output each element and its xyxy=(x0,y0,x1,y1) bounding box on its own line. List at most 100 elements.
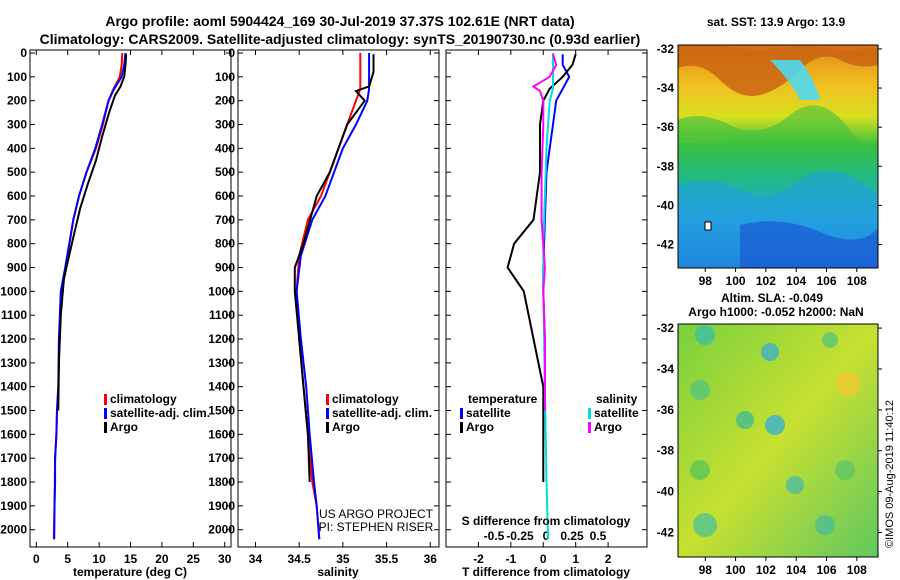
map-y-tick-label: -42 xyxy=(657,525,675,539)
y-tick-label: 1800 xyxy=(208,475,235,489)
series-line-1 xyxy=(506,53,577,482)
legend-item-swatch xyxy=(326,408,329,419)
series-line-1 xyxy=(295,53,371,540)
map-y-tick-label: -40 xyxy=(657,198,675,212)
legend-title-temperature: temperature xyxy=(468,392,538,406)
s-difference-label: S difference from climatology xyxy=(462,514,631,528)
map-x-tick-label: 100 xyxy=(726,563,746,577)
legend-item-label: satellite xyxy=(466,406,511,420)
map-y-tick-label: -38 xyxy=(657,159,675,173)
map-x-tick-label: 100 xyxy=(726,274,746,288)
legend-item-swatch xyxy=(588,422,591,433)
y-tick-label: 1500 xyxy=(0,404,27,418)
y-tick-label: 1400 xyxy=(208,380,235,394)
y-tick-label: 200 xyxy=(215,94,235,108)
y-tick-label: 1100 xyxy=(1,308,27,322)
series-line-2 xyxy=(57,54,128,411)
legend-item-label: satellite xyxy=(594,406,639,420)
y-tick-label: 600 xyxy=(215,189,235,203)
s-diff-tick-label: -0.25 xyxy=(506,529,534,543)
series-line-2 xyxy=(293,54,375,483)
legend-item-swatch xyxy=(460,422,463,433)
map-x-tick-label: 98 xyxy=(699,563,713,577)
temperature-xlabel: temperature (deg C) xyxy=(73,565,187,579)
legend-item-swatch xyxy=(104,408,107,419)
map-x-tick-label: 106 xyxy=(816,274,836,288)
legend-item-label: Argo xyxy=(466,420,494,434)
x-tick-label: 34.5 xyxy=(287,552,311,566)
y-tick-label: 1500 xyxy=(208,404,235,418)
map-x-tick-label: 104 xyxy=(786,274,806,288)
argo-position-marker xyxy=(704,221,712,231)
y-tick-label: 700 xyxy=(215,213,235,227)
y-tick-label: 1200 xyxy=(208,332,235,346)
x-tick-label: 35 xyxy=(336,552,350,566)
sst-map-title: sat. SST: 13.9 Argo: 13.9 xyxy=(707,15,846,29)
legend-item-swatch xyxy=(104,422,107,433)
x-tick-label: 35.5 xyxy=(375,552,399,566)
map-y-tick-label: -42 xyxy=(657,238,675,252)
legend-title-salinity: salinity xyxy=(596,392,638,406)
y-tick-label: 0 xyxy=(20,46,27,60)
y-tick-label: 900 xyxy=(215,261,235,275)
y-tick-label: 1200 xyxy=(0,332,27,346)
legend-item-label: Argo xyxy=(332,420,360,434)
y-tick-label: 2000 xyxy=(208,523,235,537)
x-tick-label: 5 xyxy=(64,552,71,566)
x-tick-label: -1 xyxy=(506,552,517,566)
difference-panel: -2 -1 0 1 2 -0.5 -0.25 0 0.25 0.5 S difference f… xyxy=(445,49,648,579)
x-tick-label: 34 xyxy=(249,552,263,566)
legend-item-swatch xyxy=(588,408,591,419)
temperature-panel: 0100200300400500600700800900100011001200… xyxy=(0,46,231,579)
y-tick-label: 1600 xyxy=(0,427,27,441)
sla-map-title: Altim. SLA: -0.049 xyxy=(721,291,823,305)
y-tick-label: 500 xyxy=(215,165,235,179)
map-y-tick-label: -38 xyxy=(657,444,675,458)
y-tick-label: 300 xyxy=(7,118,27,132)
y-tick-label: 900 xyxy=(7,261,27,275)
y-tick-label: 1000 xyxy=(208,284,235,298)
pi-credit: PI: STEPHEN RISER xyxy=(319,520,434,534)
legend-item-swatch xyxy=(460,408,463,419)
x-tick-label: 0 xyxy=(540,552,547,566)
y-tick-label: 400 xyxy=(7,141,27,155)
y-tick-label: 1600 xyxy=(208,427,235,441)
y-tick-label: 400 xyxy=(215,141,235,155)
legend-item-label: satellite-adj. clim. xyxy=(110,406,210,420)
temperature-plot-frame xyxy=(29,49,232,548)
map-x-tick-label: 98 xyxy=(699,274,713,288)
x-tick-label: 25 xyxy=(187,552,201,566)
series-line-1 xyxy=(53,52,127,540)
legend-item-label: satellite-adj. clim. xyxy=(332,406,432,420)
y-tick-label: 1300 xyxy=(0,356,27,370)
figure-title-line1: Argo profile: aoml 5904424_169 30-Jul-20… xyxy=(105,13,574,29)
y-tick-label: 1900 xyxy=(0,499,27,513)
legend-item-label: climatology xyxy=(110,392,177,406)
x-tick-label: 15 xyxy=(124,552,138,566)
x-tick-label: 10 xyxy=(92,552,106,566)
s-diff-tick-label: 0.5 xyxy=(590,529,607,543)
x-tick-label: 20 xyxy=(155,552,169,566)
imos-timestamp: ©IMOS 09-Aug-2019 11:40:12 xyxy=(884,400,896,548)
legend-item-label: Argo xyxy=(110,420,138,434)
x-tick-label: 2 xyxy=(605,552,612,566)
map-x-tick-label: 108 xyxy=(847,274,867,288)
sst-map-panel: sat. SST: 13.9 Argo: 13.9 98 100 102 104 106… xyxy=(657,15,882,288)
x-tick-label: -2 xyxy=(473,552,484,566)
legend-item-swatch xyxy=(104,394,107,405)
map-y-tick-label: -32 xyxy=(657,321,675,335)
y-tick-label: 1100 xyxy=(209,308,235,322)
y-tick-label: 600 xyxy=(7,189,27,203)
y-tick-label: 300 xyxy=(215,118,235,132)
map-x-tick-label: 102 xyxy=(756,563,776,577)
y-tick-label: 700 xyxy=(7,213,27,227)
map-y-tick-label: -32 xyxy=(657,42,675,56)
y-tick-label: 1300 xyxy=(208,356,235,370)
y-tick-label: 1900 xyxy=(208,499,235,513)
sla-map-subtitle: Argo h1000: -0.052 h2000: NaN xyxy=(688,305,863,319)
s-diff-tick-label: 0 xyxy=(543,529,550,543)
x-tick-label: 30 xyxy=(218,552,232,566)
map-y-tick-label: -34 xyxy=(657,362,675,376)
y-tick-label: 800 xyxy=(7,237,27,251)
